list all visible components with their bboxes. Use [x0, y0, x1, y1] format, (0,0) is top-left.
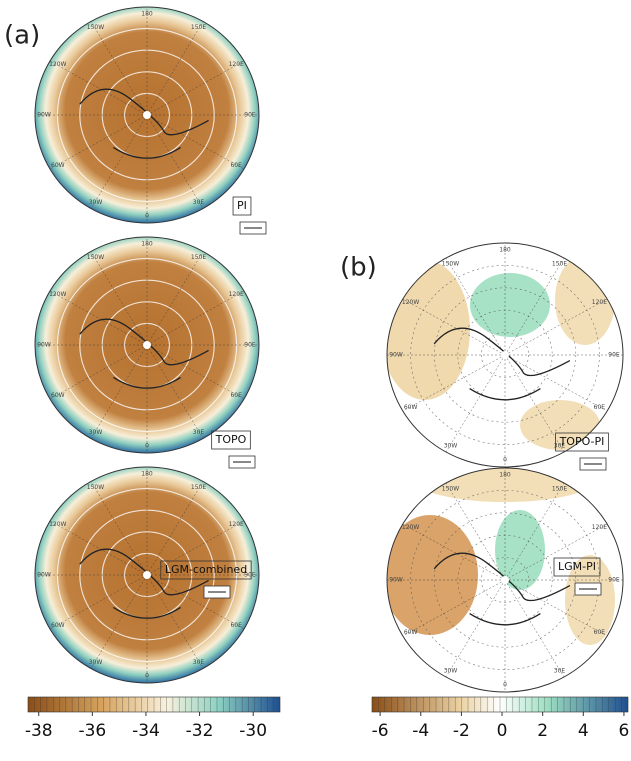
meridian — [505, 580, 564, 677]
panel-label: (a) — [4, 21, 40, 51]
longitude-label: 30W — [444, 667, 458, 674]
map-label: LGM-PI — [558, 560, 596, 573]
longitude-label: 180 — [141, 241, 153, 248]
map-label: LGM-combined — [165, 563, 247, 576]
longitude-label: 0 — [145, 443, 149, 450]
colorbar-tick-label: -36 — [78, 721, 106, 741]
longitude-label: 120E — [229, 291, 244, 298]
longitude-label: 120W — [49, 61, 66, 68]
pole — [501, 351, 509, 359]
figure: (a) (b) 180 150E 120E 90E 60E 30E 0 30W 60W 90W 12… — [0, 0, 631, 761]
colorbar-tick-label: -6 — [372, 721, 389, 741]
longitude-label: 60E — [230, 392, 242, 399]
pole — [501, 576, 509, 584]
longitude-label: 30W — [89, 659, 103, 666]
colorbar-tick-label: -34 — [132, 721, 160, 741]
polar-map: 180 150E 120E 90E 60E 30E 0 30W 60W 90W 120W 150W — [35, 237, 259, 453]
longitude-label: 120W — [402, 524, 419, 531]
longitude-label: 90E — [244, 342, 256, 349]
longitude-label: 120W — [49, 521, 66, 528]
longitude-label: 150E — [191, 254, 206, 261]
longitude-label: 60W — [404, 629, 418, 636]
longitude-label: 30E — [554, 667, 566, 674]
longitude-label: 180 — [141, 11, 153, 18]
longitude-label: 150E — [552, 261, 567, 268]
colorbar-tick-label: -32 — [186, 721, 214, 741]
longitude-label: 30W — [89, 199, 103, 206]
longitude-label: 30E — [193, 659, 205, 666]
longitude-label: 120E — [592, 299, 607, 306]
map-label: TOPO-PI — [559, 435, 605, 448]
longitude-label: 90W — [389, 352, 403, 359]
colorbar-tick-label: -30 — [239, 721, 267, 741]
longitude-label: 0 — [145, 673, 149, 680]
longitude-label: 60W — [404, 404, 418, 411]
longitude-label: 120E — [229, 61, 244, 68]
longitude-label: 150W — [87, 254, 104, 261]
colorbar-tick-label: -38 — [25, 721, 53, 741]
pole — [143, 571, 151, 579]
pole — [143, 341, 151, 349]
longitude-label: 90W — [37, 342, 51, 349]
longitude-label: 180 — [499, 472, 511, 479]
colorbar-tick-label: 0 — [497, 721, 508, 741]
longitude-label: 60E — [230, 622, 242, 629]
longitude-label: 90W — [37, 572, 51, 579]
colorbar-tick-label: -4 — [412, 721, 429, 741]
longitude-label: 60W — [51, 392, 65, 399]
map-label: PI — [237, 199, 247, 212]
longitude-label: 150W — [442, 486, 459, 493]
longitude-label: 0 — [503, 682, 507, 689]
longitude-label: 180 — [499, 247, 511, 254]
longitude-label: 30W — [444, 442, 458, 449]
longitude-label: 60E — [594, 629, 606, 636]
longitude-label: 60E — [230, 162, 242, 169]
longitude-label: 60W — [51, 622, 65, 629]
longitude-label: 150E — [552, 486, 567, 493]
longitude-label: 180 — [141, 471, 153, 478]
longitude-label: 30E — [193, 199, 205, 206]
longitude-label: 150W — [87, 24, 104, 31]
longitude-label: 120W — [402, 299, 419, 306]
longitude-label: 150E — [191, 24, 206, 31]
pole — [143, 111, 151, 119]
longitude-label: 150W — [442, 261, 459, 268]
colorbar-tick-label: 4 — [578, 721, 589, 741]
colorbar-tick-label: 6 — [619, 721, 630, 741]
longitude-label: 90E — [608, 577, 620, 584]
colorbar-tick-label: 2 — [537, 721, 548, 741]
anomaly-patches — [382, 458, 615, 645]
polar-map: 180 150E 120E 90E 60E 30E 0 30W 60W 90W 120W 150W — [35, 7, 259, 223]
longitude-label: 30W — [89, 429, 103, 436]
longitude-label: 90W — [389, 577, 403, 584]
longitude-label: 120W — [49, 291, 66, 298]
longitude-label: 90E — [244, 112, 256, 119]
map-label: TOPO — [215, 433, 247, 446]
longitude-label: 150W — [87, 484, 104, 491]
longitude-label: 90E — [608, 352, 620, 359]
longitude-label: 0 — [503, 457, 507, 464]
longitude-label: 120E — [229, 521, 244, 528]
anomaly-patches — [380, 255, 615, 450]
longitude-label: 60E — [594, 404, 606, 411]
longitude-label: 30E — [193, 429, 205, 436]
longitude-label: 60W — [51, 162, 65, 169]
colorbar-tick-label: -2 — [453, 721, 470, 741]
panel-label: (b) — [340, 253, 377, 283]
longitude-label: 150E — [191, 484, 206, 491]
longitude-label: 90W — [37, 112, 51, 119]
longitude-label: 0 — [145, 213, 149, 220]
longitude-label: 120E — [592, 524, 607, 531]
